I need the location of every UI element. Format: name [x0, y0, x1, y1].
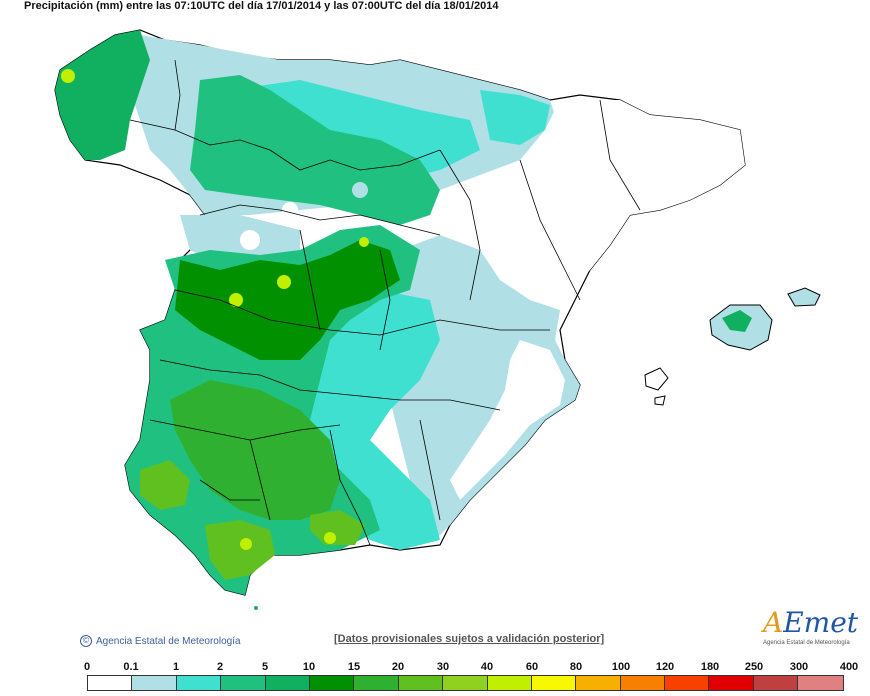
aemet-logo: AEmet Agencia Estatal de Meteorología	[755, 606, 859, 650]
legend-swatch	[354, 676, 399, 690]
legend-label: 300	[789, 661, 809, 673]
precip-spot-yellow-madrid	[359, 237, 369, 247]
precip-zone-lime-huelva	[140, 460, 190, 510]
precip-spot-yellow-galicia	[61, 69, 75, 83]
legend-label: 0	[83, 661, 91, 673]
legend-swatch	[531, 676, 577, 690]
legend-swatch	[487, 676, 532, 690]
legend-label: 0.1	[123, 661, 139, 673]
legend-label: 80	[569, 661, 583, 673]
legend-swatch	[88, 676, 133, 690]
legend-color-scale	[87, 675, 844, 691]
copyright-notice: © Agencia Estatal de Meteorología	[80, 635, 241, 647]
dry-zone-southeast	[450, 340, 565, 500]
legend-label: 40	[480, 661, 494, 673]
precip-spot-light-3	[352, 182, 368, 198]
precip-spot-yellow-caceres	[229, 293, 243, 307]
copyright-text: Agencia Estatal de Meteorología	[96, 635, 241, 647]
island-alboran	[254, 606, 258, 610]
precip-zone-lime-granada	[310, 510, 365, 545]
legend-swatch	[176, 676, 222, 690]
island-ibiza	[644, 367, 669, 391]
legend-label: 30	[436, 661, 450, 673]
legend-labels: 0 0.1 1 2 5 10 15 20 30 40 60 80 100 120…	[84, 661, 864, 675]
legend-swatch	[620, 676, 666, 690]
legend-swatch	[709, 676, 754, 690]
precip-spot-light-2	[240, 230, 260, 250]
precip-zone-dark-green-andalucia	[170, 380, 340, 520]
island-menorca	[787, 287, 821, 307]
legend-label: 100	[611, 661, 631, 673]
precip-zone-turquoise-northeast	[480, 90, 550, 145]
precip-spot-yellow-malaga	[240, 538, 252, 550]
island-formentera	[654, 395, 666, 406]
precip-spot-yellow-toledo	[277, 275, 291, 289]
precip-spot-light-1	[282, 202, 298, 218]
legend-label: 1	[172, 661, 180, 673]
dry-zone-northeast	[460, 100, 745, 300]
province-borders	[129, 59, 641, 546]
legend-label: 2	[216, 661, 224, 673]
legend-swatch	[132, 676, 177, 690]
map-title: Precipitación (mm) entre las 07:10UTC de…	[24, 0, 499, 12]
legend-label: 120	[655, 661, 675, 673]
legend-label: 180	[700, 661, 720, 673]
precip-zone-lime-malaga	[205, 520, 275, 580]
legend-label: 10	[302, 661, 316, 673]
legend-swatch	[309, 676, 355, 690]
legend-label: 15	[347, 661, 361, 673]
legend-swatch	[265, 676, 310, 690]
legend-swatch	[398, 676, 444, 690]
island-mallorca-green	[722, 310, 752, 332]
provisional-data-disclaimer: [Datos provisionales sujetos a validació…	[334, 633, 605, 645]
legend-swatch	[443, 676, 488, 690]
legend-label: 60	[525, 661, 539, 673]
legend-label: 400	[839, 661, 859, 673]
logo-wordmark: AEmet	[763, 606, 859, 639]
legend-swatch	[665, 676, 710, 690]
legend-swatch	[753, 676, 799, 690]
legend-swatch	[221, 676, 266, 690]
precip-spot-yellow-granada	[324, 532, 336, 544]
legend-label: 250	[744, 661, 764, 673]
legend-swatch	[576, 676, 621, 690]
logo-subtitle: Agencia Estatal de Meteorología	[763, 640, 850, 646]
precip-zone-green-galicia	[55, 30, 150, 160]
precip-zone-dark-green-extremadura	[175, 240, 400, 360]
legend-label: 20	[391, 661, 405, 673]
legend-swatch	[798, 676, 843, 690]
precip-zone-green-castilla	[190, 75, 440, 225]
copyright-icon: ©	[80, 635, 92, 647]
legend-label: 5	[261, 661, 269, 673]
